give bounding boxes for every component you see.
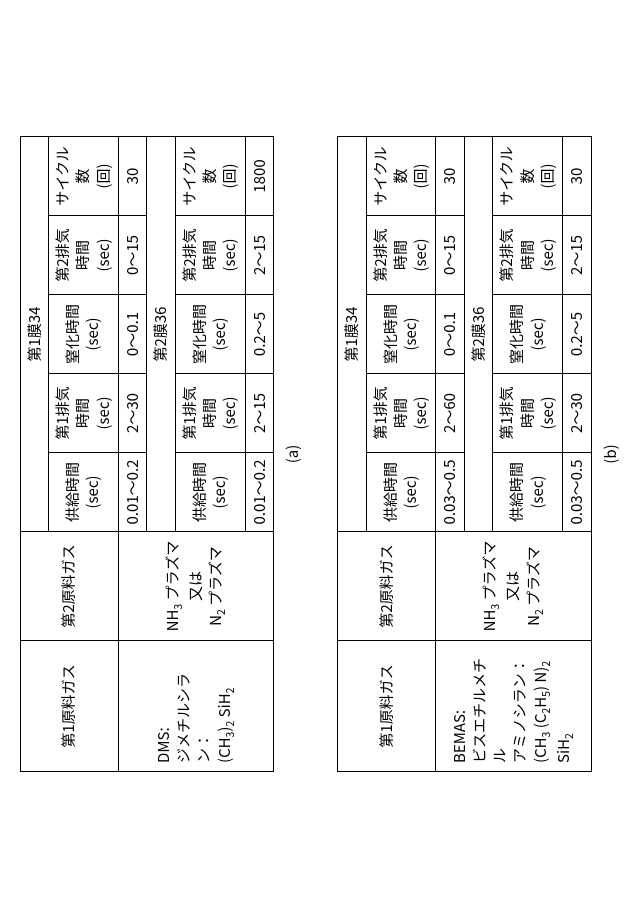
a-r1-nit: 0～0.1 <box>118 295 147 374</box>
hdr-ex2: 第2排気時間(sec) <box>49 216 119 295</box>
b-r1-ex2: 0～15 <box>436 216 465 295</box>
b-hdr2-supply: 供給時間(sec) <box>493 453 563 532</box>
hdr-nit: 窒化時間(sec) <box>49 295 119 374</box>
b-r2-nit: 0.2～5 <box>563 295 592 374</box>
b-hdr-gas1: 第1原料ガス <box>338 641 436 772</box>
b-r1-nit: 0～0.1 <box>436 295 465 374</box>
caption-a: (a) <box>282 445 303 464</box>
hdr-cycles: サイクル数(回) <box>49 137 119 216</box>
table-a-wrap: 第1原料ガス 第2原料ガス 第1膜34 供給時間(sec) 第1排気時間(sec… <box>20 134 304 774</box>
b-r1-cycles: 30 <box>436 137 465 216</box>
hdr2-nit: 窒化時間(sec) <box>175 295 245 374</box>
cell-gas1: DMS:ジメチルシラン：(CH3)2 SiH2 <box>118 641 273 772</box>
b-hdr-ex1: 第1排気時間(sec) <box>366 374 436 453</box>
page-stage: 第1原料ガス 第2原料ガス 第1膜34 供給時間(sec) 第1排気時間(sec… <box>0 134 640 774</box>
table-b-wrap: 第1原料ガス 第2原料ガス 第1膜34 供給時間(sec) 第1排気時間(sec… <box>337 134 621 774</box>
hdr2-ex2: 第2排気時間(sec) <box>175 216 245 295</box>
cell-gas2: NH3 プラズマ又はN2 プラズマ <box>118 532 273 641</box>
b-hdr2-nit: 窒化時間(sec) <box>493 295 563 374</box>
hdr-ex1: 第1排気時間(sec) <box>49 374 119 453</box>
hdr2-supply: 供給時間(sec) <box>175 453 245 532</box>
hdr2-cycles: サイクル数(回) <box>175 137 245 216</box>
a-r1-supply: 0.01～0.2 <box>118 453 147 532</box>
b-hdr-ex2: 第2排気時間(sec) <box>366 216 436 295</box>
b-hdr2-cycles: サイクル数(回) <box>493 137 563 216</box>
b-r2-cycles: 30 <box>563 137 592 216</box>
a-r2-ex2: 2～15 <box>245 216 274 295</box>
b-r2-ex1: 2～30 <box>563 374 592 453</box>
a-r1-ex2: 0～15 <box>118 216 147 295</box>
a-r2-ex1: 2～15 <box>245 374 274 453</box>
a-r2-supply: 0.01～0.2 <box>245 453 274 532</box>
a-r1-cycles: 30 <box>118 137 147 216</box>
b-hdr-film2: 第2膜36 <box>464 137 493 532</box>
b-hdr-nit: 窒化時間(sec) <box>366 295 436 374</box>
b-r1-ex1: 2～60 <box>436 374 465 453</box>
b-cell-gas1: BEMAS:ビスエチルメチルアミノシラン：(CH3 (C2H5) N)2 SiH… <box>436 641 591 772</box>
hdr-film1: 第1膜34 <box>20 137 49 532</box>
b-cell-gas2: NH3 プラズマ又はN2 プラズマ <box>436 532 591 641</box>
table-a: 第1原料ガス 第2原料ガス 第1膜34 供給時間(sec) 第1排気時間(sec… <box>20 136 275 772</box>
b-hdr2-ex1: 第1排気時間(sec) <box>493 374 563 453</box>
b-r2-supply: 0.03～0.5 <box>563 453 592 532</box>
b-hdr2-ex2: 第2排気時間(sec) <box>493 216 563 295</box>
hdr-gas1: 第1原料ガス <box>20 641 118 772</box>
b-hdr-cycles: サイクル数(回) <box>366 137 436 216</box>
hdr-gas2: 第2原料ガス <box>20 532 118 641</box>
b-hdr-supply: 供給時間(sec) <box>366 453 436 532</box>
hdr2-ex1: 第1排気時間(sec) <box>175 374 245 453</box>
hdr-supply: 供給時間(sec) <box>49 453 119 532</box>
b-r1-supply: 0.03～0.5 <box>436 453 465 532</box>
table-b: 第1原料ガス 第2原料ガス 第1膜34 供給時間(sec) 第1排気時間(sec… <box>337 136 592 772</box>
b-hdr-gas2: 第2原料ガス <box>338 532 436 641</box>
b-r2-ex2: 2～15 <box>563 216 592 295</box>
caption-b: (b) <box>600 444 621 463</box>
b-hdr-film1: 第1膜34 <box>338 137 367 532</box>
a-r1-ex1: 2～30 <box>118 374 147 453</box>
a-r2-nit: 0.2～5 <box>245 295 274 374</box>
hdr-film2: 第2膜36 <box>147 137 176 532</box>
a-r2-cycles: 1800 <box>245 137 274 216</box>
